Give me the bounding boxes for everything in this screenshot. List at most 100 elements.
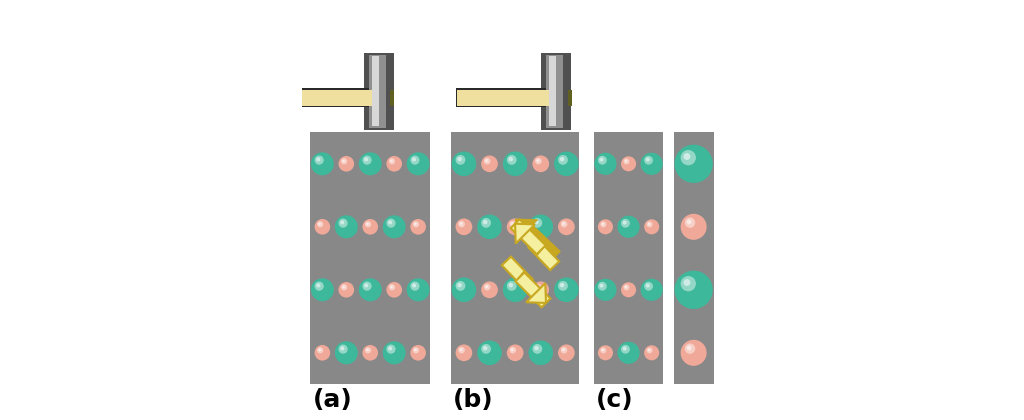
Circle shape — [342, 286, 345, 288]
Circle shape — [624, 284, 630, 290]
Circle shape — [537, 159, 540, 162]
Circle shape — [601, 349, 604, 351]
Circle shape — [362, 281, 372, 291]
Circle shape — [621, 156, 636, 171]
Circle shape — [598, 156, 607, 165]
Circle shape — [558, 344, 574, 361]
Circle shape — [365, 158, 369, 162]
Circle shape — [339, 218, 348, 228]
Bar — [550, 56, 556, 126]
Circle shape — [389, 158, 395, 164]
Circle shape — [598, 345, 613, 360]
Circle shape — [452, 278, 476, 302]
Circle shape — [383, 341, 406, 364]
Circle shape — [532, 344, 543, 354]
Bar — [452, 132, 580, 384]
Circle shape — [365, 284, 369, 288]
Bar — [369, 55, 386, 128]
Circle shape — [407, 278, 430, 301]
Circle shape — [503, 152, 527, 176]
Circle shape — [335, 341, 357, 364]
Circle shape — [365, 221, 371, 227]
Circle shape — [388, 346, 392, 351]
Polygon shape — [528, 239, 559, 270]
Circle shape — [412, 284, 416, 288]
Circle shape — [386, 344, 395, 354]
Circle shape — [456, 281, 465, 291]
Circle shape — [314, 155, 324, 165]
Circle shape — [537, 285, 540, 288]
Circle shape — [317, 347, 324, 353]
Circle shape — [311, 152, 334, 175]
Circle shape — [389, 284, 395, 290]
Circle shape — [477, 341, 502, 365]
Circle shape — [314, 345, 330, 361]
Circle shape — [646, 284, 650, 288]
Circle shape — [413, 221, 419, 227]
Circle shape — [644, 345, 659, 360]
Circle shape — [681, 150, 696, 165]
Circle shape — [683, 153, 690, 160]
Bar — [372, 56, 379, 126]
Circle shape — [621, 345, 630, 354]
Polygon shape — [511, 219, 546, 254]
Circle shape — [687, 220, 691, 224]
Circle shape — [317, 221, 324, 227]
Text: (a): (a) — [312, 388, 352, 412]
Circle shape — [625, 160, 628, 162]
Circle shape — [644, 156, 653, 165]
Circle shape — [485, 285, 488, 288]
Circle shape — [600, 347, 606, 353]
Circle shape — [481, 155, 498, 172]
Circle shape — [685, 344, 695, 354]
Circle shape — [386, 282, 402, 298]
Bar — [390, 89, 394, 105]
Circle shape — [503, 278, 527, 302]
Circle shape — [314, 219, 330, 235]
Circle shape — [485, 159, 488, 162]
Bar — [547, 55, 563, 128]
Polygon shape — [515, 273, 551, 307]
Circle shape — [460, 348, 463, 351]
Text: (b): (b) — [454, 388, 494, 412]
Circle shape — [413, 347, 419, 353]
Circle shape — [340, 220, 344, 225]
Circle shape — [625, 286, 628, 288]
Circle shape — [481, 218, 490, 228]
Circle shape — [339, 156, 354, 172]
Circle shape — [456, 155, 465, 165]
Circle shape — [316, 158, 321, 162]
Circle shape — [594, 153, 616, 175]
Circle shape — [646, 221, 652, 227]
Circle shape — [342, 160, 345, 162]
Circle shape — [623, 346, 627, 351]
Circle shape — [554, 152, 579, 176]
Circle shape — [561, 221, 567, 228]
Circle shape — [641, 279, 663, 301]
Circle shape — [458, 221, 465, 228]
Circle shape — [507, 155, 517, 165]
Circle shape — [340, 346, 344, 351]
Circle shape — [358, 152, 382, 175]
Circle shape — [535, 346, 539, 350]
Circle shape — [532, 281, 549, 298]
Circle shape — [535, 220, 539, 224]
Circle shape — [412, 158, 416, 162]
Circle shape — [558, 155, 568, 165]
Bar — [594, 132, 664, 384]
Circle shape — [644, 282, 653, 291]
Circle shape — [675, 270, 713, 309]
Circle shape — [362, 345, 378, 361]
Circle shape — [460, 222, 463, 225]
Circle shape — [560, 283, 564, 287]
Circle shape — [316, 284, 321, 288]
Circle shape — [386, 156, 402, 172]
Circle shape — [507, 344, 523, 361]
Circle shape — [390, 160, 393, 162]
Circle shape — [554, 278, 579, 302]
Circle shape — [477, 215, 502, 239]
Bar — [279, 88, 379, 107]
Circle shape — [685, 218, 695, 228]
Circle shape — [483, 346, 487, 350]
Circle shape — [456, 344, 472, 361]
